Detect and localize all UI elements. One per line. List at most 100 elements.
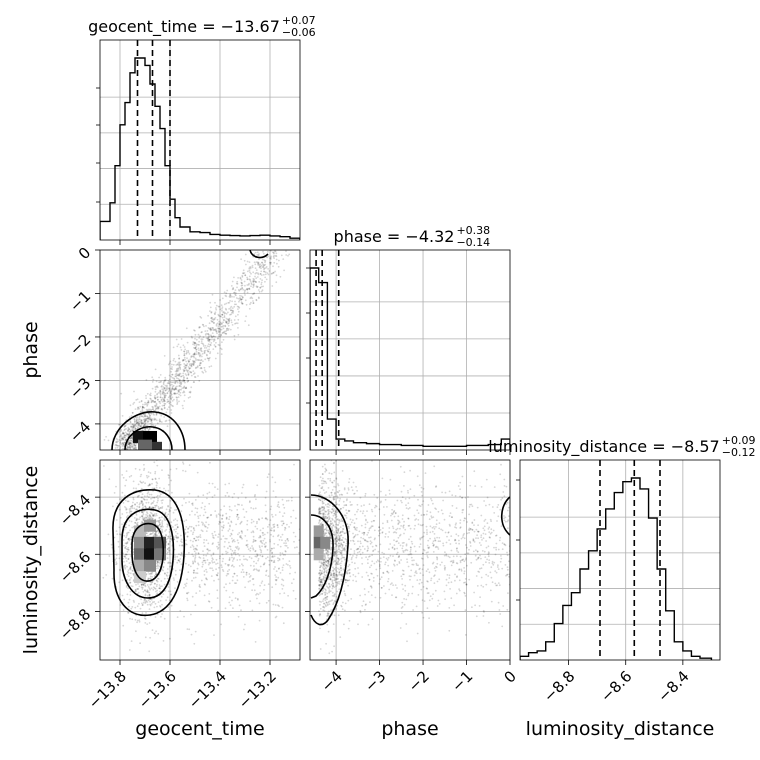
scatter-point xyxy=(205,325,207,327)
scatter-point xyxy=(262,539,265,542)
scatter-point xyxy=(260,582,263,584)
scatter-point xyxy=(188,364,191,366)
scatter-point xyxy=(200,348,202,351)
scatter-point xyxy=(329,578,332,581)
scatter-point xyxy=(333,576,336,578)
contour-fragment xyxy=(249,250,269,259)
scatter-point xyxy=(343,532,346,535)
scatter-point xyxy=(225,312,228,315)
scatter-point xyxy=(183,369,185,372)
scatter-point xyxy=(169,392,172,394)
scatter-point xyxy=(210,334,212,337)
scatter-point xyxy=(255,555,258,558)
scatter-point xyxy=(419,505,422,508)
scatter-point xyxy=(254,267,257,270)
scatter-point xyxy=(125,470,128,472)
scatter-point xyxy=(151,518,154,520)
scatter-point xyxy=(139,411,142,413)
panel-luminosity_distance-luminosity_distance xyxy=(568,460,684,660)
scatter-point xyxy=(152,515,155,518)
scatter-point xyxy=(407,491,409,494)
scatter-point xyxy=(259,273,262,275)
scatter-point xyxy=(161,507,163,509)
scatter-point xyxy=(247,548,250,551)
scatter-point xyxy=(158,491,161,494)
scatter-point xyxy=(252,285,255,287)
scatter-point xyxy=(133,418,136,421)
scatter-point xyxy=(225,321,228,324)
scatter-point xyxy=(130,538,133,540)
scatter-point xyxy=(325,552,328,555)
scatter-point xyxy=(344,532,346,534)
scatter-point xyxy=(246,288,248,290)
scatter-point xyxy=(127,443,130,445)
scatter-point xyxy=(329,522,332,525)
scatter-point xyxy=(146,589,149,592)
scatter-point xyxy=(157,525,160,527)
scatter-point xyxy=(185,360,188,363)
scatter-point xyxy=(288,560,291,562)
scatter-point xyxy=(422,487,425,490)
scatter-point xyxy=(318,572,321,575)
scatter-point xyxy=(434,507,436,510)
scatter-point xyxy=(217,343,220,346)
scatter-point xyxy=(275,281,278,284)
scatter-point xyxy=(335,543,338,546)
scatter-point xyxy=(484,518,487,521)
scatter-point xyxy=(160,421,163,423)
scatter-point xyxy=(132,548,135,551)
scatter-point xyxy=(121,579,124,582)
scatter-point xyxy=(270,559,273,562)
scatter-point xyxy=(167,562,170,564)
scatter-point xyxy=(195,359,197,361)
scatter-point xyxy=(233,565,235,568)
scatter-point xyxy=(127,531,130,534)
scatter-point xyxy=(131,411,134,414)
scatter-point xyxy=(267,268,269,270)
scatter-point xyxy=(126,593,129,596)
scatter-point xyxy=(162,391,165,394)
scatter-point xyxy=(333,471,336,474)
scatter-point xyxy=(467,529,470,531)
scatter-point xyxy=(148,409,151,412)
scatter-point xyxy=(273,547,275,549)
scatter-point xyxy=(124,499,127,502)
scatter-point xyxy=(126,433,129,436)
scatter-point xyxy=(341,556,344,559)
scatter-point xyxy=(138,407,140,410)
scatter-point xyxy=(189,391,192,394)
scatter-point xyxy=(127,440,130,443)
scatter-point xyxy=(456,547,458,550)
scatter-point xyxy=(192,341,195,343)
scatter-point xyxy=(157,499,159,502)
scatter-point xyxy=(128,579,131,582)
scatter-point xyxy=(334,538,337,540)
scatter-point xyxy=(266,531,269,534)
scatter-point xyxy=(373,538,376,541)
scatter-point xyxy=(185,327,188,330)
scatter-point xyxy=(164,511,167,514)
scatter-point xyxy=(161,521,164,524)
scatter-point xyxy=(146,409,149,412)
scatter-point xyxy=(262,252,265,255)
scatter-point xyxy=(399,533,402,536)
scatter-point xyxy=(323,571,325,573)
scatter-point xyxy=(135,630,137,633)
scatter-point xyxy=(176,536,178,539)
scatter-point xyxy=(198,364,201,366)
scatter-point xyxy=(216,545,218,548)
scatter-point xyxy=(257,263,260,265)
scatter-point xyxy=(326,614,329,617)
scatter-point xyxy=(358,530,361,533)
scatter-point xyxy=(161,392,164,394)
scatter-point xyxy=(192,370,195,372)
scatter-point xyxy=(132,426,135,429)
density-cell xyxy=(134,536,146,549)
scatter-point xyxy=(137,583,139,585)
scatter-point xyxy=(345,545,348,548)
scatter-point xyxy=(339,573,342,576)
scatter-point xyxy=(347,525,350,528)
scatter-point xyxy=(183,367,186,370)
scatter-point xyxy=(294,546,296,549)
scatter-point xyxy=(176,369,178,371)
